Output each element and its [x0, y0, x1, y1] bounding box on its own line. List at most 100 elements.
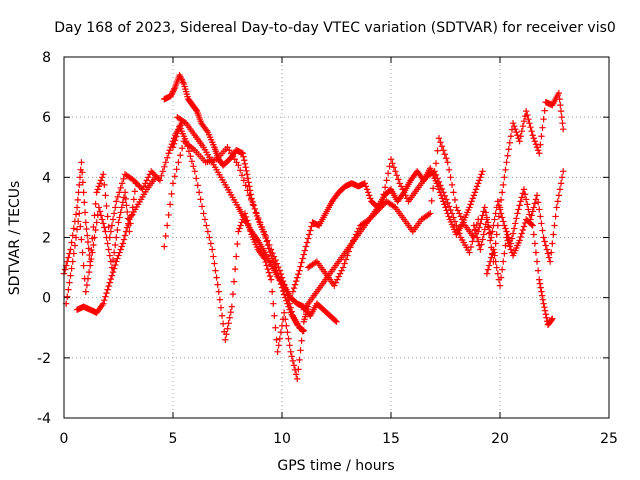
- x-tick-label: 20: [491, 431, 509, 447]
- data-point: [443, 196, 450, 203]
- data-point: [274, 348, 281, 356]
- data-point: [263, 262, 270, 269]
- data-point: [268, 288, 276, 295]
- data-point: [501, 250, 508, 257]
- data-point: [534, 267, 542, 274]
- data-point: [495, 202, 503, 209]
- data-point: [214, 281, 221, 288]
- data-point: [247, 196, 255, 204]
- data-point: [246, 224, 253, 231]
- data-point: [105, 282, 112, 290]
- data-point: [540, 115, 547, 123]
- data-point: [533, 144, 541, 151]
- data-point: [530, 204, 537, 211]
- data-point: [432, 171, 440, 179]
- data-point: [107, 228, 115, 235]
- y-tick-label: 2: [42, 231, 51, 247]
- data-point: [507, 246, 515, 253]
- data-point: [298, 337, 305, 344]
- grid-lines: [64, 57, 609, 418]
- data-point: [538, 220, 545, 227]
- data-points: [60, 71, 567, 383]
- data-point: [260, 228, 268, 235]
- data-point: [542, 311, 549, 318]
- y-tick-labels: -4 -2 0 2 4 6 8: [37, 50, 51, 427]
- data-point: [559, 119, 566, 127]
- data-point: [145, 174, 152, 181]
- data-point: [168, 91, 175, 98]
- data-point: [504, 152, 511, 159]
- data-point: [362, 183, 370, 190]
- data-point: [115, 252, 122, 259]
- x-tick-label: 5: [169, 431, 178, 447]
- data-point: [295, 366, 302, 373]
- data-point: [539, 124, 546, 131]
- data-point: [543, 314, 550, 321]
- data-point: [181, 118, 188, 126]
- data-point: [470, 192, 478, 199]
- data-point: [466, 204, 473, 211]
- data-point: [504, 231, 511, 238]
- data-point: [267, 276, 275, 283]
- data-point: [100, 300, 107, 307]
- data-point: [219, 320, 227, 327]
- data-point: [121, 232, 129, 239]
- data-point: [555, 89, 563, 97]
- data-point: [556, 95, 563, 103]
- data-point: [280, 309, 288, 316]
- data-point: [552, 213, 559, 220]
- data-point: [228, 303, 236, 310]
- data-point: [247, 191, 254, 198]
- data-point: [434, 147, 441, 154]
- chart-title: Day 168 of 2023, Sidereal Day-to-day VTE…: [54, 20, 616, 36]
- data-point: [98, 174, 106, 181]
- data-point: [459, 216, 466, 223]
- data-point: [526, 119, 533, 127]
- data-point: [165, 211, 172, 219]
- data-point: [64, 293, 71, 300]
- data-point: [510, 225, 518, 232]
- data-point: [278, 274, 286, 281]
- data-point: [557, 180, 565, 187]
- data-point: [536, 150, 543, 157]
- data-point: [492, 240, 499, 247]
- data-point: [285, 296, 292, 303]
- data-point: [143, 177, 151, 184]
- data-point: [493, 264, 500, 271]
- data-point: [68, 265, 75, 272]
- data-point: [67, 246, 74, 253]
- data-point: [530, 231, 537, 238]
- series-track-b: [62, 180, 140, 307]
- data-point: [494, 270, 502, 277]
- data-point: [345, 248, 353, 255]
- data-point: [471, 226, 479, 233]
- data-point: [505, 146, 512, 153]
- data-point: [61, 266, 69, 273]
- data-point: [67, 272, 74, 279]
- data-point: [289, 288, 297, 295]
- data-point: [537, 284, 544, 291]
- data-point: [509, 230, 517, 237]
- data-point: [203, 222, 210, 229]
- data-point: [442, 204, 449, 211]
- data-point: [475, 228, 482, 235]
- data-point: [475, 180, 482, 187]
- data-point: [283, 322, 290, 329]
- data-point: [131, 188, 139, 195]
- data-point: [517, 198, 524, 205]
- data-point: [286, 300, 293, 307]
- data-point: [299, 255, 306, 262]
- data-point: [95, 204, 103, 211]
- data-point: [103, 202, 110, 210]
- data-point: [366, 192, 373, 199]
- data-point: [517, 133, 524, 140]
- data-point: [117, 246, 124, 253]
- data-point: [513, 129, 520, 136]
- data-point: [201, 216, 209, 223]
- data-point: [187, 153, 194, 160]
- data-point: [124, 208, 131, 216]
- data-point: [112, 241, 119, 249]
- series-track-c: [73, 174, 159, 316]
- data-point: [227, 309, 234, 316]
- data-point: [524, 111, 531, 119]
